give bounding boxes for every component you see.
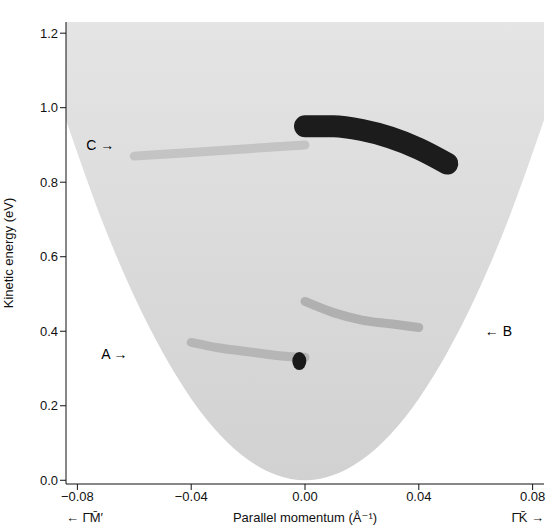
svg-text:Kinetic energy (eV): Kinetic energy (eV) [1,198,16,309]
svg-text:← Γ̄M̄′: ← Γ̄M̄′ [66,510,104,525]
svg-text:Parallel momentum (Å⁻¹): Parallel momentum (Å⁻¹) [233,510,377,525]
svg-text:0.2: 0.2 [40,398,58,413]
svg-text:−0.04: −0.04 [175,489,208,504]
svg-text:C →: C → [86,137,114,153]
svg-text:A →: A → [101,346,127,362]
svg-text:−0.08: −0.08 [61,489,94,504]
svg-text:0.6: 0.6 [40,249,58,264]
svg-text:0.4: 0.4 [40,324,58,339]
svg-text:0.8: 0.8 [40,175,58,190]
svg-text:0.04: 0.04 [406,489,431,504]
svg-text:0.08: 0.08 [520,489,545,504]
svg-text:1.0: 1.0 [40,100,58,115]
svg-text:0.0: 0.0 [40,473,58,488]
svg-text:Γ̄K̄ →: Γ̄K̄ → [512,510,544,525]
svg-text:1.2: 1.2 [40,26,58,41]
svg-text:← B: ← B [485,323,512,339]
svg-text:0.00: 0.00 [292,489,317,504]
